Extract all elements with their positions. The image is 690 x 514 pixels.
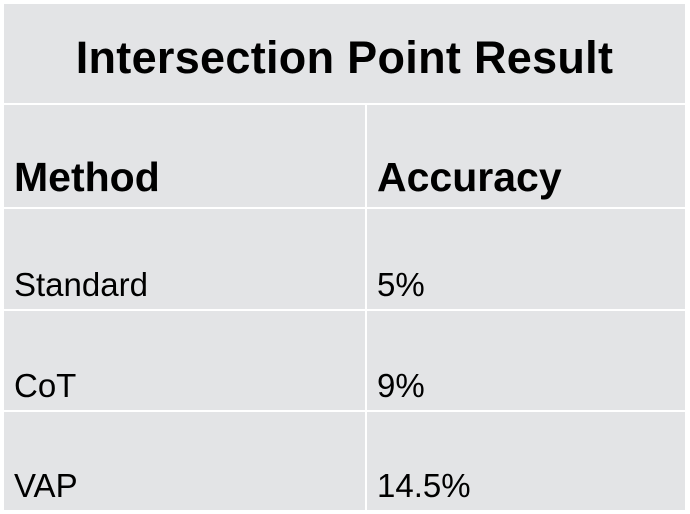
table-row: CoT 9%: [4, 311, 685, 412]
accuracy-value: 5%: [377, 266, 425, 303]
table-title: Intersection Point Result: [75, 31, 614, 83]
table-cell-accuracy: 9%: [367, 311, 685, 410]
column-header-accuracy: Accuracy: [377, 154, 562, 200]
results-table: Intersection Point Result Method Accurac…: [4, 4, 685, 510]
header-cell-accuracy: Accuracy: [367, 105, 685, 207]
table-cell-accuracy: 5%: [367, 209, 685, 309]
method-value: VAP: [14, 467, 78, 504]
table-cell-accuracy: 14.5%: [367, 412, 685, 510]
table-cell-method: CoT: [4, 311, 367, 410]
table-cell-method: VAP: [4, 412, 367, 510]
accuracy-value: 14.5%: [377, 467, 471, 504]
method-value: Standard: [14, 266, 148, 303]
table-title-row: Intersection Point Result: [4, 4, 685, 105]
table-row: Standard 5%: [4, 209, 685, 311]
table-header-row: Method Accuracy: [4, 105, 685, 209]
column-header-method: Method: [14, 154, 160, 200]
accuracy-value: 9%: [377, 367, 425, 404]
table-cell-method: Standard: [4, 209, 367, 309]
header-cell-method: Method: [4, 105, 367, 207]
method-value: CoT: [14, 367, 77, 404]
table-row: VAP 14.5%: [4, 412, 685, 510]
